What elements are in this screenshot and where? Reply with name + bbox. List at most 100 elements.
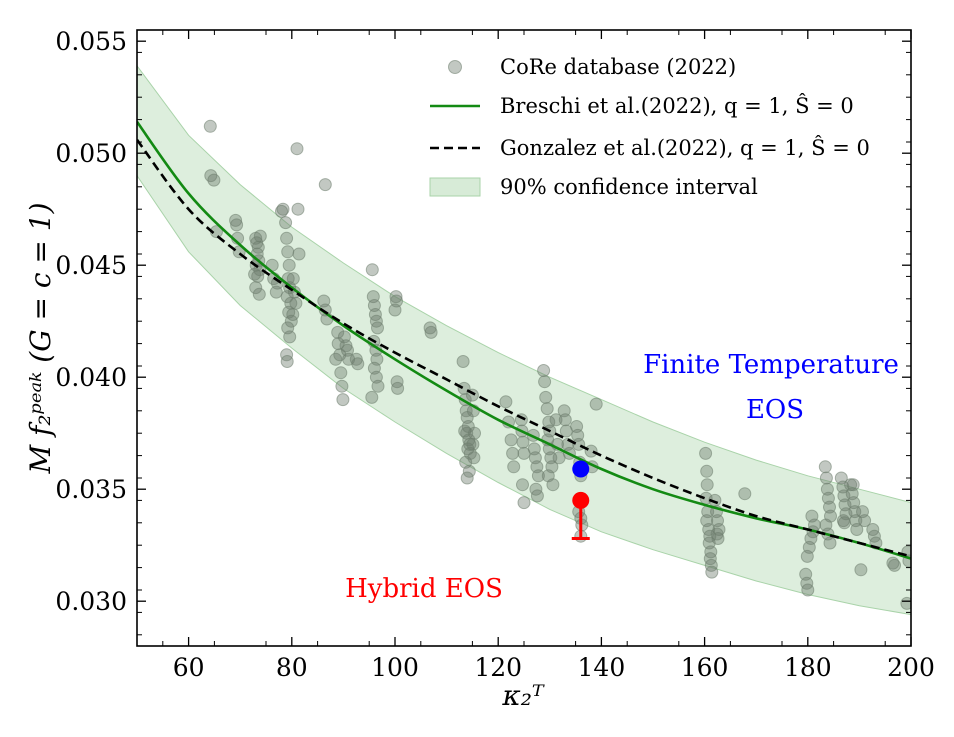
y-tick-label: 0.050 bbox=[55, 139, 127, 168]
core-point-121 bbox=[530, 489, 544, 503]
core-point-57 bbox=[336, 393, 350, 407]
core-point-44 bbox=[290, 142, 304, 156]
core-point-18 bbox=[248, 267, 262, 281]
axis-ticks: 60 80 100 120 140 160 180 200 0.030 0.035 0.040 0.0… bbox=[55, 27, 934, 682]
core-point-4 bbox=[229, 213, 243, 227]
core-point-47 bbox=[318, 178, 332, 192]
core-point-119 bbox=[531, 469, 545, 483]
core-point-122 bbox=[537, 364, 551, 377]
core-point-183 bbox=[818, 460, 832, 474]
core-scatter-layer bbox=[203, 119, 911, 610]
core-point-151 bbox=[584, 444, 598, 458]
core-point-81 bbox=[391, 381, 405, 395]
core-point-40 bbox=[286, 272, 300, 286]
fit-lines-layer bbox=[137, 121, 911, 560]
core-point-63 bbox=[351, 357, 365, 371]
y-tick-label: 0.040 bbox=[55, 363, 127, 392]
core-point-107 bbox=[506, 446, 520, 460]
x-axis-title: κ₂ᵀ bbox=[501, 679, 545, 712]
core-point-198 bbox=[836, 514, 850, 528]
core-point-156 bbox=[700, 478, 714, 492]
core-point-77 bbox=[389, 290, 403, 304]
core-point-27 bbox=[280, 231, 294, 245]
core-point-46 bbox=[292, 247, 306, 261]
core-point-184 bbox=[819, 471, 833, 485]
core-point-176 bbox=[801, 583, 815, 597]
x-tick-label: 140 bbox=[578, 653, 626, 682]
core-point-42 bbox=[289, 296, 303, 310]
gonzalez-line bbox=[137, 139, 911, 558]
y-tick-label: 0.045 bbox=[55, 251, 127, 280]
core-point-19 bbox=[253, 229, 267, 243]
core-point-98 bbox=[458, 424, 472, 438]
finite-temp-label-line1: Finite Temperature bbox=[643, 350, 899, 380]
core-point-16 bbox=[249, 281, 263, 295]
core-point-26 bbox=[279, 216, 293, 230]
core-point-165 bbox=[704, 558, 718, 572]
confidence-band-layer bbox=[137, 64, 911, 616]
confidence-band bbox=[137, 64, 911, 616]
x-tick-label: 200 bbox=[887, 653, 935, 682]
core-point-45 bbox=[291, 202, 305, 216]
core-point-37 bbox=[283, 330, 297, 344]
legend-band-swatch bbox=[429, 177, 481, 197]
core-point-75 bbox=[371, 379, 385, 393]
core-point-32 bbox=[280, 290, 294, 304]
finite-temp-label-line2: EOS bbox=[746, 395, 804, 425]
y-tick-label: 0.055 bbox=[55, 27, 127, 56]
legend: CoRe database (2022) Breschi et al.(2022… bbox=[429, 55, 870, 199]
core-point-111 bbox=[516, 435, 530, 449]
core-point-79 bbox=[388, 303, 402, 317]
core-point-155 bbox=[700, 464, 714, 478]
finite-temperature-point bbox=[572, 460, 590, 478]
core-point-82 bbox=[423, 321, 437, 335]
core-point-104 bbox=[499, 395, 513, 409]
core-point-67 bbox=[368, 308, 382, 321]
core-point-166 bbox=[705, 565, 719, 579]
core-point-102 bbox=[466, 437, 480, 451]
core-point-133 bbox=[546, 478, 560, 492]
legend-core-label: CoRe database (2022) bbox=[500, 55, 736, 79]
core-point-56 bbox=[335, 379, 349, 393]
core-point-171 bbox=[711, 532, 725, 545]
core-point-205 bbox=[846, 478, 860, 492]
core-point-17 bbox=[252, 287, 266, 301]
x-tick-label: 160 bbox=[681, 653, 729, 682]
core-point-173 bbox=[738, 487, 752, 501]
core-point-39 bbox=[280, 355, 294, 368]
core-point-29 bbox=[282, 258, 296, 272]
core-point-43 bbox=[286, 308, 300, 321]
hybrid-label: Hybrid EOS bbox=[345, 574, 503, 604]
core-point-113 bbox=[516, 478, 529, 492]
core-point-204 bbox=[850, 523, 864, 536]
highlight-points-layer bbox=[571, 460, 590, 540]
x-tick-label: 120 bbox=[474, 653, 522, 682]
core-point-114 bbox=[517, 496, 531, 510]
core-point-153 bbox=[589, 397, 603, 411]
core-point-76 bbox=[365, 390, 379, 404]
core-point-216 bbox=[900, 596, 911, 610]
legend-breschi-label: Breschi et al.(2022), q = 1, Ŝ = 0 bbox=[500, 93, 854, 118]
core-point-0 bbox=[203, 119, 217, 133]
core-point-101 bbox=[468, 426, 481, 440]
legend-core-marker bbox=[448, 60, 462, 74]
core-point-87 bbox=[459, 404, 473, 418]
core-point-123 bbox=[538, 375, 552, 389]
core-point-84 bbox=[456, 355, 470, 368]
core-point-134 bbox=[549, 413, 563, 427]
core-point-144 bbox=[572, 437, 586, 451]
core-point-28 bbox=[281, 245, 295, 259]
core-point-175 bbox=[800, 576, 814, 590]
x-tick-label: 60 bbox=[173, 653, 205, 682]
legend-band-label: 90% confidence interval bbox=[500, 175, 758, 199]
core-point-207 bbox=[858, 514, 872, 528]
core-point-182 bbox=[805, 509, 819, 523]
core-point-2 bbox=[207, 173, 221, 187]
core-point-5 bbox=[230, 218, 244, 232]
core-point-69 bbox=[371, 321, 384, 335]
core-point-106 bbox=[504, 433, 518, 447]
core-point-172 bbox=[710, 527, 724, 541]
core-point-25 bbox=[276, 202, 290, 216]
core-point-52 bbox=[331, 325, 345, 339]
